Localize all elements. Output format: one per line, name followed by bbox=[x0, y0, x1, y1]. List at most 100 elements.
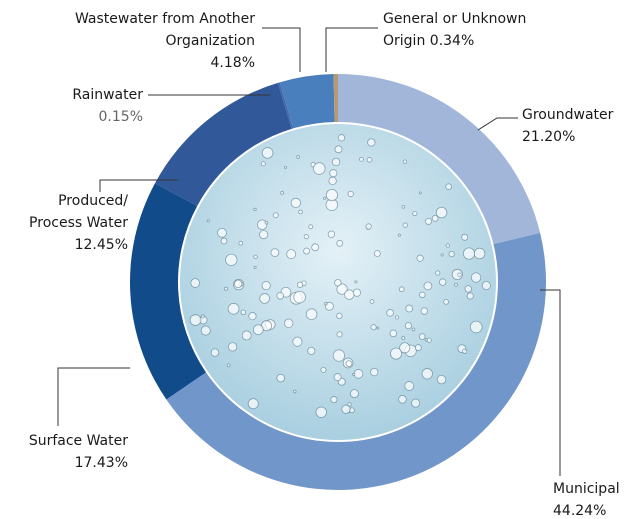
chart: Groundwater21.20%Municipal44.24%Surface … bbox=[0, 0, 631, 519]
drop bbox=[265, 221, 268, 224]
drop bbox=[338, 135, 344, 141]
category-name: Wastewater from Another Organization bbox=[75, 11, 255, 49]
drop bbox=[439, 279, 446, 286]
value-label: 17.43% bbox=[75, 455, 128, 471]
drop bbox=[419, 192, 421, 194]
drop bbox=[306, 309, 317, 320]
drop bbox=[217, 228, 226, 237]
drop bbox=[348, 191, 354, 197]
drop bbox=[422, 369, 433, 380]
drop bbox=[419, 334, 425, 340]
drop bbox=[335, 146, 342, 153]
drop bbox=[271, 249, 279, 257]
drop bbox=[415, 345, 421, 351]
drop bbox=[436, 271, 440, 275]
drop bbox=[254, 255, 258, 259]
drop bbox=[441, 254, 443, 256]
drop bbox=[228, 303, 239, 314]
slice-label: Rainwater 0.15% bbox=[43, 84, 143, 128]
category-name: Produced/ Process Water bbox=[29, 193, 128, 231]
drop bbox=[260, 231, 268, 239]
drop bbox=[342, 405, 350, 413]
drop bbox=[297, 156, 300, 159]
drop bbox=[403, 160, 406, 163]
drop bbox=[299, 210, 303, 214]
drop bbox=[467, 293, 473, 299]
drop bbox=[309, 225, 313, 229]
drop bbox=[254, 208, 257, 211]
drop bbox=[294, 291, 306, 303]
drop bbox=[248, 399, 258, 409]
drop bbox=[462, 234, 468, 240]
drop bbox=[261, 162, 265, 166]
drop bbox=[405, 382, 414, 391]
drop bbox=[221, 238, 227, 244]
drop bbox=[190, 315, 201, 326]
drop bbox=[227, 364, 230, 367]
drop bbox=[355, 281, 357, 283]
drop bbox=[455, 283, 458, 286]
value-label: 12.45% bbox=[75, 237, 128, 253]
drop bbox=[402, 336, 405, 339]
drop bbox=[304, 235, 308, 239]
drop bbox=[333, 350, 344, 361]
drop bbox=[350, 390, 358, 398]
drop bbox=[239, 241, 243, 245]
drop bbox=[424, 282, 432, 290]
value-label: 0.15% bbox=[99, 109, 143, 125]
drop bbox=[470, 321, 482, 333]
slice-label: General or Unknown Origin 0.34% bbox=[383, 8, 533, 52]
drop bbox=[425, 339, 427, 341]
slice-label: Groundwater21.20% bbox=[522, 104, 631, 148]
drop bbox=[284, 319, 293, 328]
drop bbox=[354, 369, 363, 378]
drop bbox=[417, 255, 423, 261]
drop bbox=[368, 139, 375, 146]
category-name: Rainwater bbox=[72, 87, 143, 103]
drop bbox=[412, 399, 420, 407]
drop bbox=[465, 286, 472, 293]
value-label: 44.24% bbox=[553, 503, 606, 519]
drop bbox=[359, 157, 363, 161]
drop bbox=[462, 349, 466, 353]
drop bbox=[387, 309, 394, 316]
drop bbox=[242, 331, 251, 340]
drop bbox=[287, 250, 296, 259]
drop bbox=[471, 273, 481, 283]
drop bbox=[474, 248, 485, 259]
drop bbox=[374, 250, 380, 256]
drop bbox=[436, 207, 447, 218]
drop bbox=[260, 294, 270, 304]
drop bbox=[371, 325, 376, 330]
drop bbox=[329, 177, 337, 185]
drop bbox=[458, 273, 462, 277]
drop bbox=[226, 254, 237, 265]
drop bbox=[345, 290, 354, 299]
drop bbox=[446, 244, 449, 247]
drop bbox=[390, 348, 401, 359]
drop bbox=[254, 266, 256, 268]
drop bbox=[406, 305, 413, 312]
drop bbox=[367, 157, 372, 162]
drop bbox=[201, 315, 204, 318]
category-name: Municipal bbox=[553, 481, 620, 497]
drop bbox=[207, 220, 209, 222]
drop bbox=[316, 407, 327, 418]
drop bbox=[297, 282, 303, 288]
drop bbox=[294, 390, 297, 393]
drop bbox=[335, 279, 342, 286]
drop bbox=[482, 281, 490, 289]
drop bbox=[405, 322, 411, 328]
drop bbox=[446, 184, 452, 190]
drop bbox=[421, 308, 428, 315]
drop bbox=[313, 163, 325, 175]
drop bbox=[228, 343, 236, 351]
drop bbox=[377, 327, 379, 329]
drop bbox=[420, 292, 426, 298]
drop bbox=[326, 189, 337, 200]
drop bbox=[234, 280, 241, 287]
drop bbox=[304, 248, 310, 254]
drop bbox=[262, 281, 270, 289]
drop bbox=[253, 325, 263, 335]
